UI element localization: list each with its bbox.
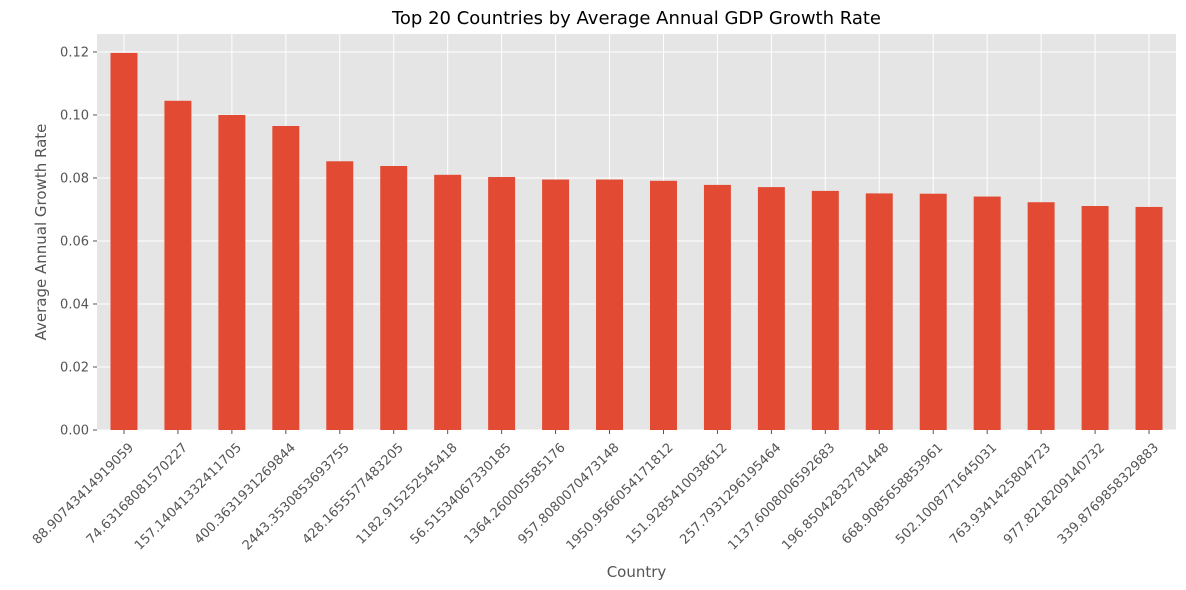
x-axis-label: Country bbox=[607, 563, 667, 581]
bar bbox=[973, 196, 1001, 430]
bar bbox=[488, 177, 516, 430]
bar bbox=[649, 180, 677, 430]
chart-title: Top 20 Countries by Average Annual GDP G… bbox=[391, 8, 881, 29]
x-tick-label: 1137.6008006592683 bbox=[725, 440, 838, 553]
x-tick-label: 74.63168081570227 bbox=[84, 440, 191, 547]
y-axis-label: Average Annual Growth Rate bbox=[32, 124, 50, 341]
x-tick-label: 56.51534067330185 bbox=[408, 440, 515, 547]
plot-area bbox=[97, 34, 1176, 430]
bar bbox=[218, 114, 246, 430]
x-axis-ticks: 88.9074341491905974.63168081570227157.14… bbox=[30, 430, 1162, 553]
bar bbox=[811, 190, 839, 430]
bar bbox=[1027, 202, 1055, 430]
y-tick-label: 0.12 bbox=[60, 45, 89, 60]
bar bbox=[1135, 206, 1163, 430]
x-tick-label: 2443.3530853693755 bbox=[240, 440, 353, 553]
x-tick-label: 157.14041332411705 bbox=[132, 440, 245, 553]
x-tick-label: 88.90743414919059 bbox=[30, 440, 137, 547]
x-tick-label: 339.8769858329883 bbox=[1055, 440, 1162, 547]
x-tick-label: 1950.9566054171812 bbox=[564, 440, 677, 553]
y-tick-label: 0.08 bbox=[60, 171, 89, 186]
x-tick-label: 151.9285410038612 bbox=[623, 440, 730, 547]
bar bbox=[326, 161, 354, 430]
bar bbox=[1081, 206, 1109, 430]
x-tick-label: 1364.260005585176 bbox=[462, 440, 569, 547]
bar bbox=[272, 125, 300, 431]
x-tick-label: 1182.915252545418 bbox=[354, 440, 461, 547]
x-tick-label: 400.3631931269844 bbox=[192, 440, 299, 547]
y-tick-label: 0.02 bbox=[60, 360, 89, 375]
x-tick-label: 763.9341425804723 bbox=[947, 440, 1054, 547]
y-tick-label: 0.10 bbox=[60, 108, 89, 123]
x-tick-label: 196.85042832781448 bbox=[779, 440, 892, 553]
bar bbox=[865, 193, 893, 430]
x-tick-label: 257.7931296195464 bbox=[677, 440, 784, 547]
bar bbox=[380, 166, 408, 430]
x-tick-label: 502.1008771645031 bbox=[893, 440, 1000, 547]
y-tick-label: 0.00 bbox=[60, 424, 89, 439]
y-tick-label: 0.06 bbox=[60, 234, 89, 249]
bar bbox=[164, 100, 192, 430]
x-tick-label: 428.1655577483205 bbox=[300, 440, 407, 547]
bar bbox=[110, 52, 138, 430]
bar bbox=[703, 184, 731, 430]
bar bbox=[434, 174, 462, 430]
bar bbox=[596, 179, 624, 430]
x-tick-label: 957.8080070473148 bbox=[515, 440, 622, 547]
bar bbox=[542, 179, 570, 430]
x-tick-label: 668.9085658853961 bbox=[839, 440, 946, 547]
y-tick-label: 0.04 bbox=[60, 297, 89, 312]
y-axis-ticks: 0.00 0.02 0.04 0.06 0.08 0.10 0.12 bbox=[60, 45, 97, 439]
bars bbox=[110, 52, 1163, 431]
bar bbox=[757, 187, 785, 430]
bar bbox=[919, 193, 947, 430]
x-tick-label: 977.8218209140732 bbox=[1001, 440, 1108, 547]
